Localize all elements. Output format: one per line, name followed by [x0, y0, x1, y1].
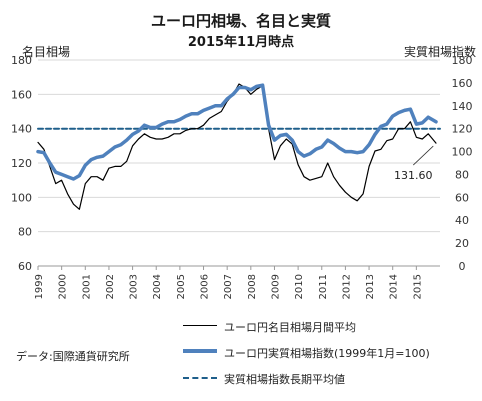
right-tick-label: 120	[452, 123, 473, 136]
x-tick-label: 2015	[412, 274, 423, 299]
x-tick-label: 2000	[58, 274, 69, 299]
legend-label-real: ユーロ円実質相場指数(1999年1月=100)	[224, 347, 430, 360]
x-tick-label: 2008	[247, 274, 258, 299]
chart-plot: 60 80 100 120 140 160 180 0 20 40 60 80 100 120 140 16…	[11, 54, 473, 299]
annotation-leader	[412, 145, 434, 166]
x-tick-label: 2007	[223, 274, 234, 299]
legend-label-nominal: ユーロ円名目相場月間平均	[224, 321, 356, 334]
right-tick-label: 20	[455, 237, 469, 250]
annotation-layer: 131.60	[394, 145, 434, 182]
legend-swatch-real	[183, 349, 217, 353]
right-tick-label: 180	[452, 54, 473, 67]
right-tick-label: 140	[452, 100, 473, 113]
legend-swatch-nominal	[183, 325, 217, 326]
x-tick-label: 2003	[129, 274, 140, 299]
x-tick-label: 2002	[105, 274, 116, 299]
left-tick-label: 180	[11, 54, 32, 67]
right-tick-label: 60	[455, 191, 469, 204]
right-tick-label: 0	[459, 260, 466, 273]
grid-lines	[38, 59, 440, 267]
right-axis: 0 20 40 60 80 100 120 140 160 180	[452, 54, 473, 273]
right-tick-label: 100	[452, 146, 473, 159]
left-axis: 60 80 100 120 140 160 180	[11, 54, 32, 273]
x-tick-label: 2001	[81, 274, 92, 299]
x-tick-label: 2010	[294, 274, 305, 299]
x-tick-label: 2005	[176, 274, 187, 299]
legend-swatch-average	[183, 377, 217, 379]
right-axis-label: 実質相場指数	[403, 45, 476, 59]
left-tick-label: 120	[11, 157, 32, 170]
x-tick-label: 2006	[200, 274, 211, 299]
left-tick-label: 80	[18, 226, 32, 239]
x-tick-label: 2004	[152, 274, 163, 299]
right-tick-label: 40	[455, 214, 469, 227]
left-tick-label: 140	[11, 123, 32, 136]
left-tick-label: 60	[18, 260, 32, 273]
legend-item-real: ユーロ円実質相場指数(1999年1月=100)	[183, 345, 478, 371]
left-tick-label: 160	[11, 88, 32, 101]
x-tick-label: 2012	[341, 274, 352, 299]
legend-item-nominal: ユーロ円名目相場月間平均	[183, 319, 478, 345]
series-line-nominal	[37, 83, 437, 210]
annotation-label: 131.60	[394, 169, 433, 182]
series-line-real	[36, 83, 438, 181]
x-tick-label: 2014	[389, 274, 400, 299]
x-tick-label: 2011	[318, 274, 329, 299]
x-axis: 1999 2000 2001 2002 2003 2004 2005 2006 2007 2008…	[34, 265, 440, 299]
x-tick-label: 2009	[270, 274, 281, 299]
legend: ユーロ円名目相場月間平均 ユーロ円実質相場指数(1999年1月=100) 実質相…	[183, 319, 478, 397]
chart-title: ユーロ円相場、名目と実質	[150, 12, 331, 30]
left-axis-label: 名目相場	[22, 45, 71, 59]
right-tick-label: 80	[455, 168, 469, 181]
chart-subtitle: 2015年11月時点	[187, 35, 295, 50]
series-layer	[36, 83, 441, 210]
left-tick-label: 100	[11, 191, 32, 204]
right-tick-label: 160	[452, 77, 473, 90]
source-note: データ:国際通貨研究所	[16, 350, 130, 363]
legend-label-average: 実質相場指数長期平均値	[224, 373, 345, 386]
x-tick-label: 2013	[365, 274, 376, 299]
legend-item-average: 実質相場指数長期平均値	[183, 371, 478, 397]
x-tick-label: 1999	[34, 274, 45, 299]
